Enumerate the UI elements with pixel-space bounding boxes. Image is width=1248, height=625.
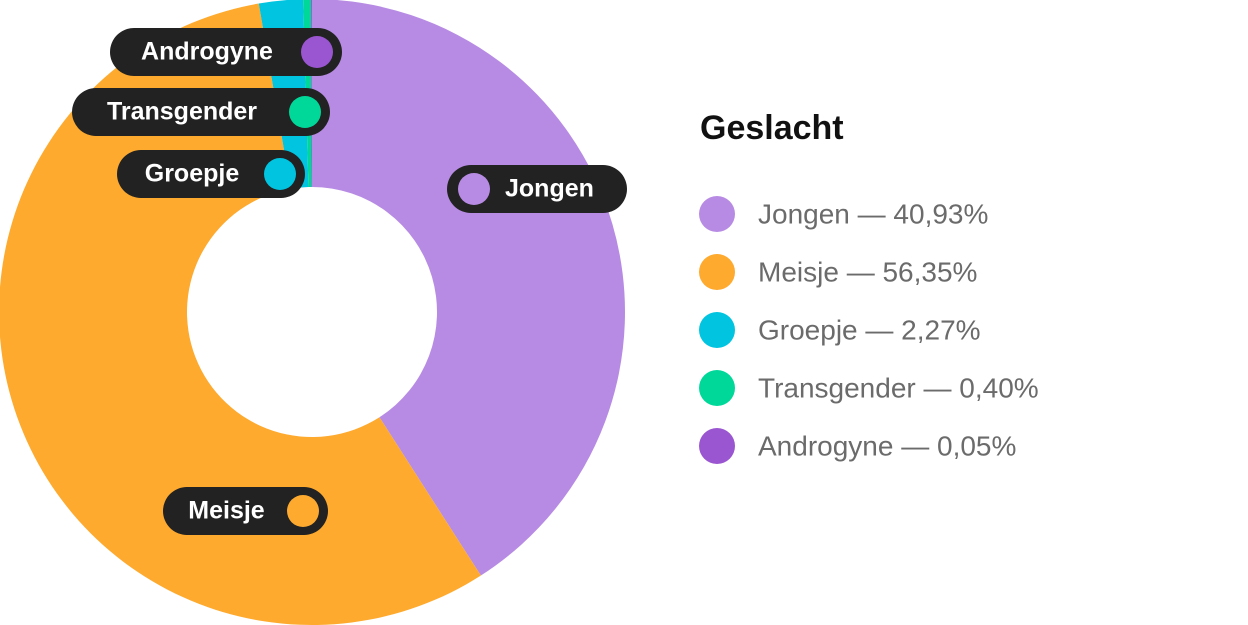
callout-pill xyxy=(447,165,627,213)
legend-swatch xyxy=(699,428,735,464)
callout-label: Transgender xyxy=(107,98,257,126)
callout: Transgender xyxy=(72,88,330,136)
legend-label: Jongen — 40,93% xyxy=(758,198,988,229)
legend-swatch xyxy=(699,370,735,406)
callout-dot xyxy=(264,158,296,190)
callout-label: Groepje xyxy=(145,160,240,188)
legend-label: Androgyne — 0,05% xyxy=(758,430,1016,461)
callout-pill xyxy=(163,487,328,535)
callout-label: Androgyne xyxy=(141,38,273,66)
callout-pill xyxy=(110,28,342,76)
callout: Jongen xyxy=(447,165,627,213)
donut-slice xyxy=(312,0,625,576)
legend-label: Meisje — 56,35% xyxy=(758,256,977,287)
callout-dot xyxy=(289,96,321,128)
callout-label: Jongen xyxy=(505,175,594,203)
legend-swatch xyxy=(699,254,735,290)
legend-swatch xyxy=(699,196,735,232)
legend-label: Transgender — 0,40% xyxy=(758,372,1039,403)
callout-dot xyxy=(301,36,333,68)
callout-pill xyxy=(117,150,305,198)
callout: Androgyne xyxy=(110,28,342,76)
callout: Meisje xyxy=(163,487,328,535)
donut-slice xyxy=(0,3,481,625)
legend-title: Geslacht xyxy=(700,109,844,147)
callout-pill xyxy=(72,88,330,136)
callout-dot xyxy=(287,495,319,527)
callout: Groepje xyxy=(117,150,305,198)
callout-dot xyxy=(458,173,490,205)
legend-swatch xyxy=(699,312,735,348)
callout-label: Meisje xyxy=(188,497,265,525)
legend-label: Groepje — 2,27% xyxy=(758,314,981,345)
